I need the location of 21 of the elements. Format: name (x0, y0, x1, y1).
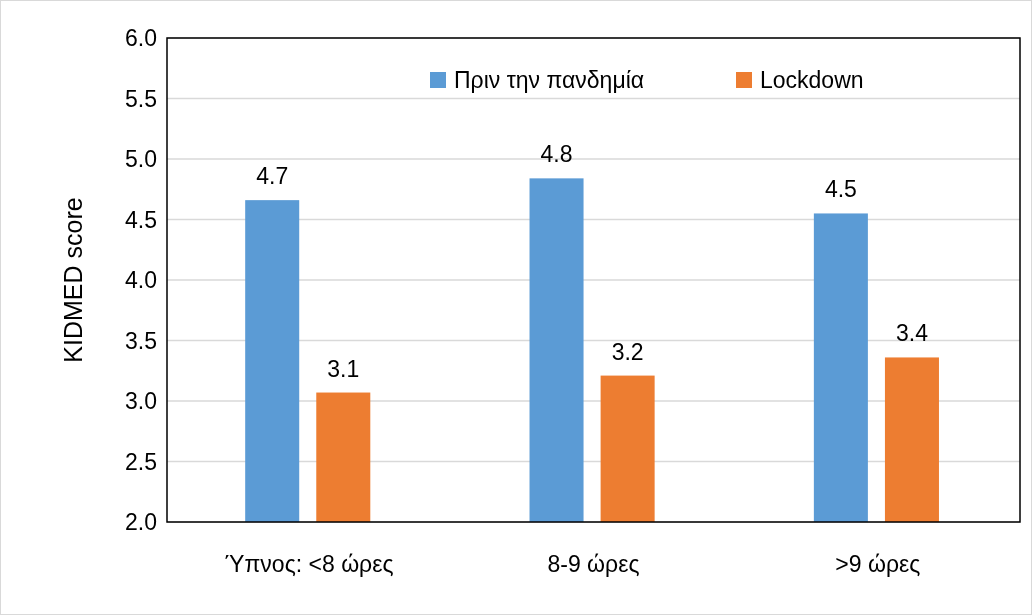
data-label: 4.7 (256, 163, 289, 190)
y-tick-label: 2.5 (125, 448, 157, 475)
x-tick-label: 8-9 ώρες (547, 551, 640, 577)
data-label: 3.2 (611, 338, 644, 365)
legend-label: Lockdown (760, 67, 864, 94)
y-tick-label: 3.0 (125, 388, 157, 415)
data-label: 3.1 (327, 355, 360, 382)
y-tick-label: 4.0 (125, 267, 157, 294)
y-tick-label: 6.0 (125, 25, 157, 52)
y-tick-label: 5.0 (125, 146, 157, 173)
y-tick-label: 4.5 (125, 206, 157, 233)
y-tick-label: 5.5 (125, 85, 157, 112)
data-label: 4.5 (824, 176, 857, 203)
y-axis-title: KIDMED score (59, 197, 87, 363)
data-label: 4.8 (540, 141, 573, 168)
x-tick-label: Ύπνος: <8 ώρες (224, 551, 394, 577)
x-tick-label: >9 ώρες (835, 551, 921, 577)
data-label: 3.4 (895, 320, 929, 347)
y-tick-label: 2.0 (125, 509, 157, 536)
legend-label: Πριν την πανδημία (454, 67, 645, 94)
y-tick-label: 3.5 (125, 327, 157, 354)
